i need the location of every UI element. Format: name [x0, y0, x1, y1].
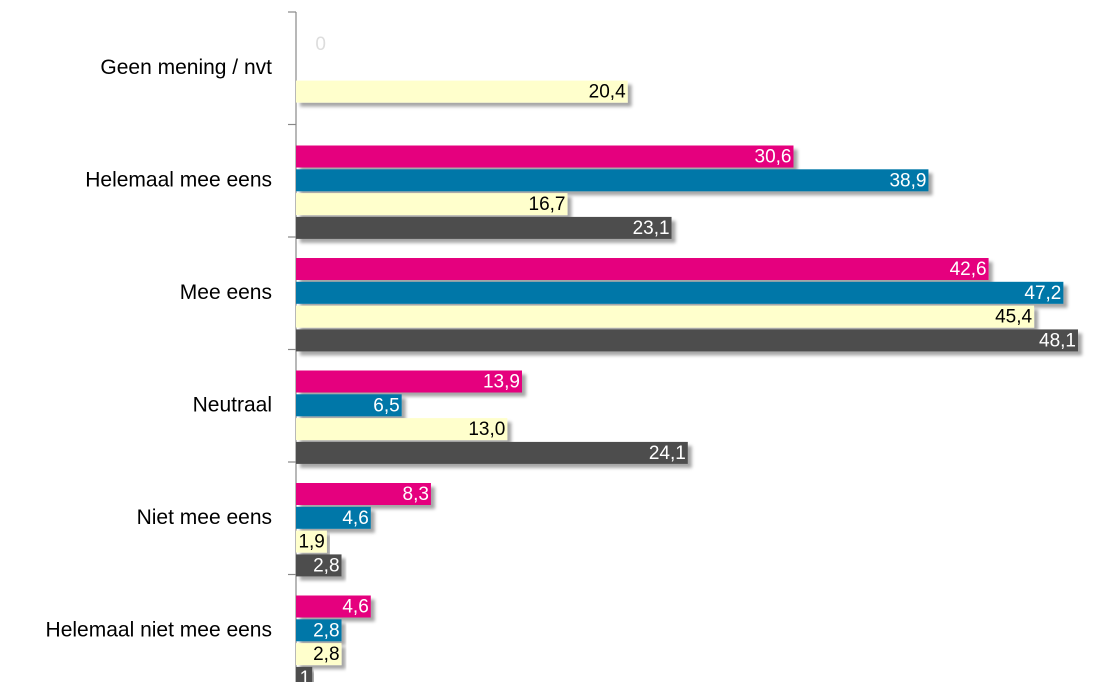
- data-label: 0: [315, 34, 326, 55]
- bar: [296, 305, 1035, 328]
- category-axis: [288, 11, 297, 682]
- bar: [296, 554, 342, 577]
- bar: [296, 483, 431, 505]
- data-label: 24,1: [649, 443, 686, 464]
- data-label: 2,8: [313, 620, 339, 641]
- bar: [296, 370, 522, 393]
- bar: [296, 619, 342, 642]
- bar: [296, 643, 342, 666]
- category-labels: Geen mening / nvt Helemaal mee eens Mee ee…: [46, 56, 273, 642]
- category-label: Geen mening / nvt: [100, 56, 272, 79]
- category-label: Helemaal mee eens: [85, 168, 272, 191]
- category-label: Mee eens: [180, 281, 272, 304]
- data-label: 1,9: [298, 532, 324, 553]
- data-label: 20,4: [589, 82, 626, 103]
- data-label: 4,6: [342, 508, 368, 529]
- data-label: 48,1: [1039, 330, 1076, 351]
- data-label: 13,0: [468, 419, 505, 440]
- data-label: 42,6: [950, 259, 987, 280]
- bar: [296, 216, 672, 239]
- bar: [296, 666, 313, 682]
- data-label: 30,6: [755, 147, 792, 168]
- bar: [296, 441, 688, 464]
- bar: [296, 281, 1064, 304]
- data-label: 2,8: [313, 555, 339, 576]
- data-label: 13,9: [483, 372, 520, 393]
- bar: [296, 418, 508, 441]
- data-label: 23,1: [633, 218, 670, 239]
- bar: [296, 506, 371, 529]
- data-labels: 0 20,4 30,6 38,9 16,7 23,1 42,6 47,2 45,4 48,1 13,…: [298, 34, 1076, 682]
- data-label: 47,2: [1024, 283, 1061, 304]
- category-label: Helemaal niet mee eens: [46, 618, 272, 641]
- bar: [296, 193, 568, 216]
- bar: [296, 80, 628, 103]
- bar: [296, 530, 327, 553]
- data-label: 1: [300, 668, 311, 682]
- bar: [296, 329, 1078, 352]
- data-label: 38,9: [889, 170, 926, 191]
- bar: [296, 394, 402, 417]
- data-label: 4,6: [342, 597, 368, 618]
- data-label: 16,7: [529, 194, 566, 215]
- data-label: 8,3: [403, 484, 429, 505]
- bar: [296, 258, 989, 280]
- bars: [296, 80, 1078, 682]
- data-label: 2,8: [313, 644, 339, 665]
- bar: [296, 145, 794, 168]
- data-label: 6,5: [373, 395, 399, 416]
- data-label: 45,4: [995, 307, 1032, 328]
- bar: [296, 595, 371, 618]
- bar: [296, 169, 929, 192]
- category-label: Neutraal: [193, 393, 272, 416]
- category-label: Niet mee eens: [137, 506, 272, 529]
